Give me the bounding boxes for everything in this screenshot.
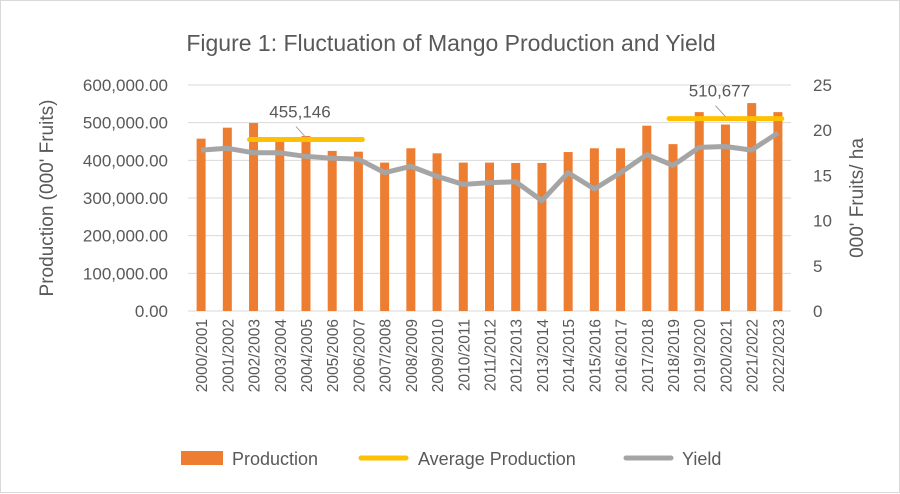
production-bar: [406, 148, 415, 311]
chart-title: Figure 1: Fluctuation of Mango Productio…: [186, 30, 715, 56]
y2-tick-label: 10: [813, 212, 832, 231]
x-tick-label: 2002/2003: [247, 319, 264, 392]
y2-tick-label: 0: [813, 302, 822, 321]
x-tick-label: 2013/2014: [535, 319, 552, 393]
production-bar: [590, 148, 599, 311]
y-tick-label: 600,000.00: [83, 76, 168, 95]
y-tick-label: 300,000.00: [83, 189, 168, 208]
axes: 0.00 100,000.00 200,000.00 300,000.00 400,00…: [83, 76, 832, 392]
production-bar: [537, 163, 546, 311]
x-tick-label: 2022/2023: [771, 319, 788, 392]
legend: Production Average Production Yield: [181, 449, 721, 469]
x-tick-label: 2003/2004: [273, 319, 290, 393]
production-bar: [669, 144, 678, 311]
y2-tick-label: 15: [813, 166, 832, 185]
bar-series: [197, 103, 783, 311]
x-tick-label: 2008/2009: [404, 319, 421, 392]
x-tick-label: 2012/2013: [509, 319, 526, 392]
production-bar: [747, 103, 756, 311]
x-tick-label: 2014/2015: [561, 319, 578, 392]
production-bar: [223, 128, 232, 311]
y-tick-label: 0.00: [135, 302, 168, 321]
production-bar: [695, 112, 704, 311]
average-data-label: 455,146: [269, 103, 330, 122]
y-tick-label: 200,000.00: [83, 227, 168, 246]
x-tick-label: 2015/2016: [587, 319, 604, 392]
legend-label-production: Production: [232, 449, 318, 469]
x-tick-label: 2006/2007: [351, 319, 368, 392]
data-label-leader: [715, 106, 725, 117]
x-tick-label: 2019/2020: [692, 319, 709, 393]
x-tick-label: 2020/2021: [718, 319, 735, 392]
production-bar: [380, 163, 389, 311]
y-tick-label: 100,000.00: [83, 264, 168, 283]
data-label-leader: [296, 127, 306, 138]
y-axis-label: Production (000' Fruits): [37, 100, 58, 297]
production-bar: [773, 112, 782, 311]
x-tick-label: 2010/2011: [456, 319, 473, 391]
x-tick-label: 2009/2010: [430, 319, 447, 393]
legend-swatch-production: [181, 451, 223, 465]
x-tick-label: 2011/2012: [483, 319, 500, 391]
y-tick-label: 500,000.00: [83, 114, 168, 133]
x-tick-label: 2021/2022: [745, 319, 762, 392]
legend-label-yield: Yield: [682, 449, 721, 469]
x-tick-label: 2007/2008: [378, 319, 395, 392]
x-tick-label: 2005/2006: [325, 319, 342, 392]
y-tick-label: 400,000.00: [83, 151, 168, 170]
y2-tick-label: 25: [813, 76, 832, 95]
x-tick-label: 2018/2019: [666, 319, 683, 392]
production-bar: [328, 151, 337, 311]
average-data-label: 510,677: [689, 82, 750, 101]
x-tick-label: 2000/2001: [194, 319, 211, 392]
production-bar: [721, 125, 730, 311]
production-bar: [275, 141, 284, 311]
x-tick-label: 2017/2018: [640, 319, 657, 392]
y2-axis-label: 000' Fruits/ ha: [847, 138, 868, 258]
production-bar: [354, 152, 363, 311]
production-bar: [301, 136, 310, 311]
production-bar: [197, 139, 206, 311]
x-tick-label: 2001/2002: [220, 319, 237, 392]
y2-tick-label: 20: [813, 121, 832, 140]
x-tick-label: 2016/2017: [614, 319, 631, 392]
x-tick-label: 2004/2005: [299, 319, 316, 392]
y2-tick-label: 5: [813, 257, 822, 276]
legend-label-average: Average Production: [418, 449, 576, 469]
